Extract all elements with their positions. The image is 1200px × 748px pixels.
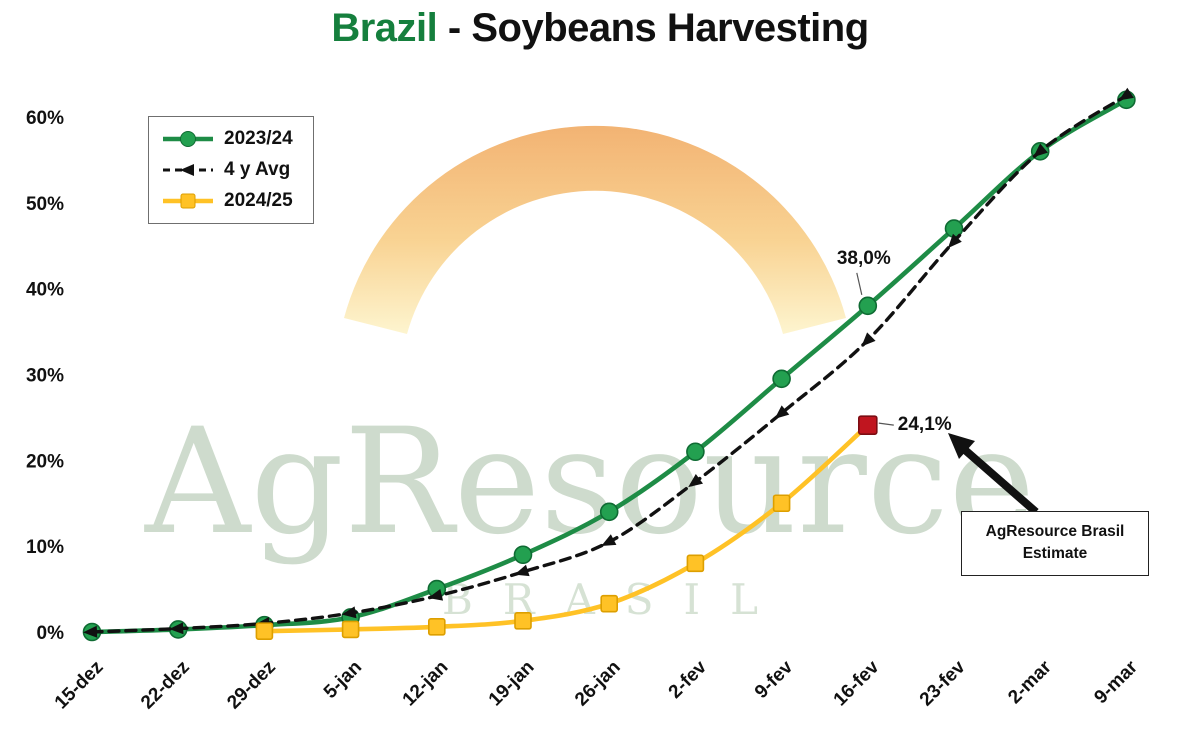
marker-4-y-Avg <box>774 405 790 419</box>
data-label: 24,1% <box>898 414 952 435</box>
marker-2023-24 <box>858 296 878 316</box>
marker-4-y-Avg <box>601 534 617 547</box>
marker-2023-24 <box>513 545 533 565</box>
y-axis-label: 40% <box>26 280 64 301</box>
marker-2023-24 <box>599 502 619 522</box>
watermark-word: AgResource <box>144 397 1035 567</box>
legend-swatch-2024-25 <box>163 193 213 209</box>
legend-label-2023-24: 2023/24 <box>224 128 293 149</box>
x-axis-label: 19-jan <box>485 657 539 711</box>
x-axis-label: 5-jan <box>320 657 366 703</box>
x-axis-label: 9-mar <box>1090 656 1142 708</box>
marker-2024-25 <box>686 554 705 573</box>
legend: 2023/24 4 y Avg 2024/25 <box>148 116 314 224</box>
chart-title-rest: - Soybeans Harvesting <box>437 6 869 50</box>
x-axis-label: 16-fev <box>830 656 884 710</box>
marker-4-y-Avg <box>861 332 876 347</box>
estimate-callout: AgResource Brasil Estimate <box>961 511 1149 576</box>
marker-4-y-Avg <box>1033 143 1048 158</box>
marker-4-y-Avg <box>514 564 530 577</box>
x-axis-label: 26-jan <box>571 657 625 711</box>
legend-item-4-y-Avg: 4 y Avg <box>161 159 293 181</box>
legend-marker-2023-24 <box>180 131 196 147</box>
legend-item-2024-25: 2024/25 <box>161 190 293 212</box>
data-label: 38,0% <box>837 248 891 269</box>
marker-2024-25 <box>514 612 532 630</box>
x-axis-label: 15-dez <box>51 657 108 714</box>
marker-4-y-Avg <box>428 588 444 601</box>
marker-4-y-Avg <box>1118 87 1134 101</box>
marker-4-y-Avg <box>688 473 703 488</box>
x-axis-label: 9-fev <box>751 656 798 703</box>
callout-arrow <box>948 433 1039 516</box>
label-leader-line <box>878 422 894 426</box>
y-axis-label: 0% <box>37 623 65 644</box>
x-axis-label: 2-fev <box>665 656 712 703</box>
y-axis-label: 10% <box>26 537 64 558</box>
marker-4-y-Avg <box>341 606 357 619</box>
watermark-sub: BRASIL <box>442 575 788 624</box>
x-axis-label: 2-mar <box>1004 656 1056 708</box>
marker-2023-24 <box>686 442 705 462</box>
y-axis-label: 50% <box>26 194 64 215</box>
x-axis-label: 12-jan <box>399 657 453 711</box>
legend-swatch-4-y-Avg <box>163 164 213 176</box>
x-axis-label: 29-dez <box>223 657 280 714</box>
marker-estimate-2024-25 <box>857 415 878 435</box>
legend-marker-2024-25 <box>180 193 196 209</box>
marker-2024-25 <box>600 594 619 613</box>
marker-2023-24 <box>772 369 791 389</box>
legend-item-2023-24: 2023/24 <box>161 128 293 150</box>
marker-4-y-Avg <box>947 233 962 249</box>
sun-arc-watermark <box>344 125 846 334</box>
label-leader-line <box>856 272 863 295</box>
marker-2024-25 <box>772 494 791 513</box>
legend-label-4-y-Avg: 4 y Avg <box>224 159 291 180</box>
estimate-callout-line2: Estimate <box>1022 545 1088 563</box>
legend-label-2024-25: 2024/25 <box>224 190 293 211</box>
marker-2024-25 <box>427 618 446 636</box>
y-axis-label: 60% <box>26 108 64 129</box>
chart-title: Brazil - Soybeans Harvesting <box>0 6 1200 51</box>
x-axis-label: 23-fev <box>916 656 970 710</box>
x-axis-label: 22-dez <box>137 657 194 714</box>
y-axis-label: 30% <box>26 366 64 387</box>
marker-2024-25 <box>255 622 274 640</box>
marker-2024-25 <box>341 620 360 639</box>
legend-swatch-2023-24 <box>163 131 213 147</box>
y-axis-label: 20% <box>26 451 64 472</box>
marker-4-y-Avg <box>169 622 184 635</box>
estimate-callout-line1: AgResource Brasil <box>985 523 1125 540</box>
legend-marker-4-y-Avg <box>180 164 194 176</box>
chart-title-highlight: Brazil <box>331 6 438 50</box>
marker-4-y-Avg <box>83 625 98 638</box>
